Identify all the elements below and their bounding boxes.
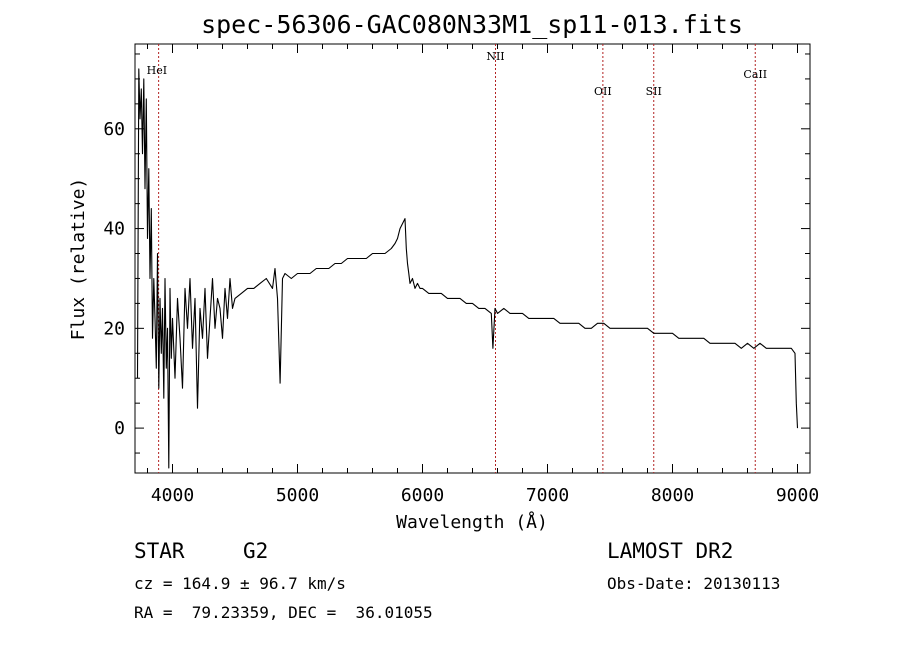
object-class: STAR	[134, 539, 185, 563]
spectral-line-label: OII	[594, 85, 612, 98]
y-axis-label: Flux (relative)	[68, 178, 89, 341]
coordinates-readout: RA = 79.23359, DEC = 36.01055	[134, 603, 433, 622]
spectral-line-label: HeI	[147, 64, 167, 77]
spectral-line-label: NII	[486, 50, 504, 63]
x-tick-label: 8000	[651, 485, 694, 506]
x-tick-label: 9000	[776, 485, 819, 506]
redshift-readout: cz = 164.9 ± 96.7 km/s	[134, 574, 346, 593]
chart-title: spec-56306-GAC080N33M1_sp11-013.fits	[201, 10, 743, 39]
obs-date-readout: Obs-Date: 20130113	[607, 574, 781, 593]
spectral-line-markers: HeI NII OII SII CaII	[147, 44, 767, 473]
x-tick-label: 4000	[151, 485, 194, 506]
x-tick-label: 6000	[401, 485, 444, 506]
spectral-line-label: CaII	[743, 68, 767, 81]
spectral-line-label: SII	[646, 85, 662, 98]
spectrum-line	[136, 68, 799, 469]
x-tick-label: 5000	[276, 485, 319, 506]
axis-ticks: 4000 5000 6000 7000 8000 9000 0 20 40 60	[103, 44, 819, 506]
y-tick-label: 60	[103, 119, 125, 140]
object-subclass: G2	[243, 539, 269, 563]
survey-name: LAMOST DR2	[607, 539, 734, 563]
x-tick-label: 7000	[526, 485, 569, 506]
spectrum-series	[136, 68, 799, 469]
plot-frame	[134, 43, 811, 474]
y-tick-label: 0	[114, 418, 125, 439]
x-axis-label: Wavelength (Å)	[396, 511, 548, 533]
y-tick-label: 40	[103, 219, 125, 240]
y-tick-label: 20	[103, 318, 125, 339]
